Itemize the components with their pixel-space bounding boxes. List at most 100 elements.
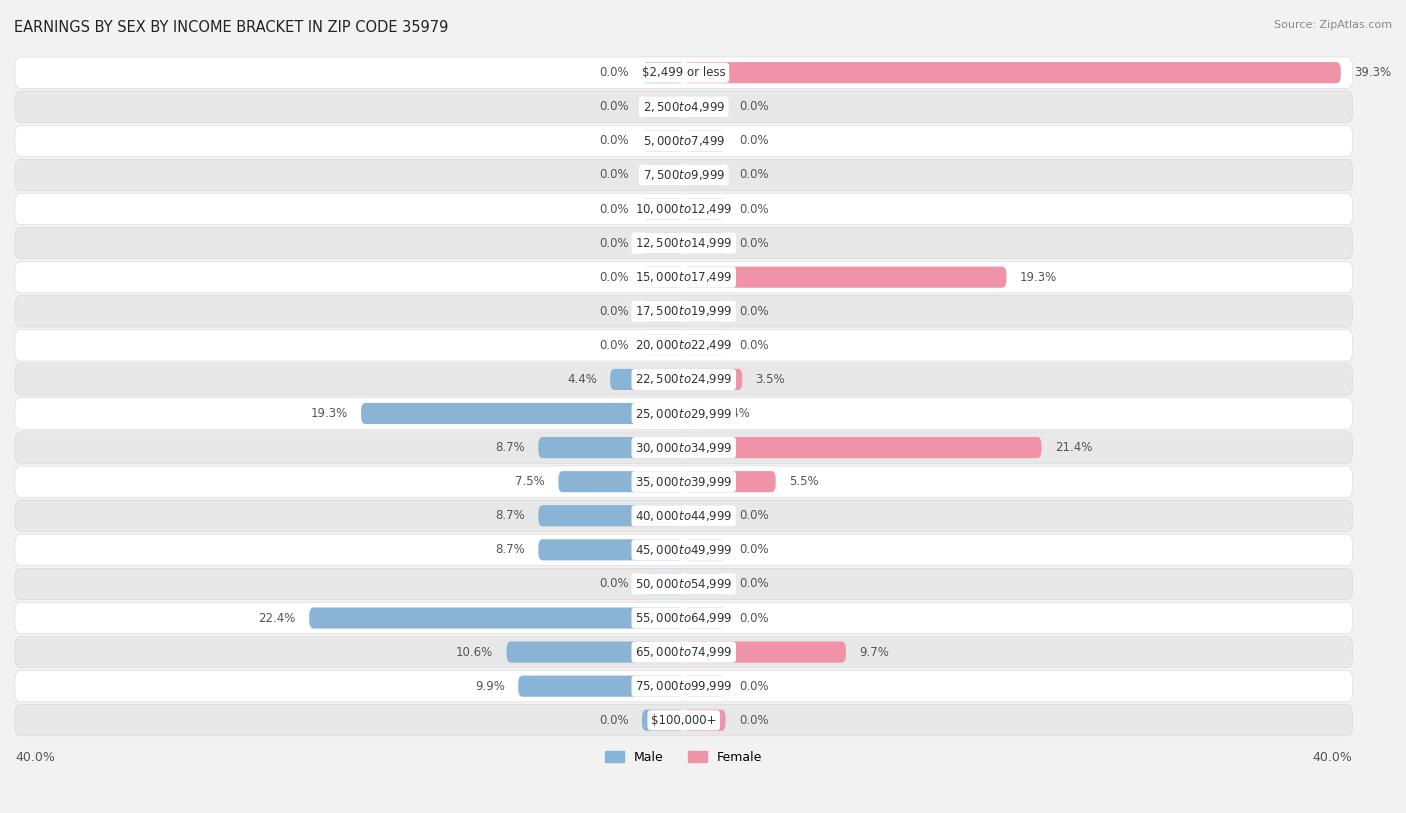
- FancyBboxPatch shape: [15, 466, 1353, 498]
- Text: 0.0%: 0.0%: [740, 543, 769, 556]
- FancyBboxPatch shape: [683, 267, 1007, 288]
- Text: 0.0%: 0.0%: [599, 168, 628, 181]
- Text: 21.4%: 21.4%: [1054, 441, 1092, 454]
- Text: 0.0%: 0.0%: [599, 66, 628, 79]
- FancyBboxPatch shape: [610, 369, 683, 390]
- Text: $55,000 to $64,999: $55,000 to $64,999: [636, 611, 733, 625]
- Text: 0.0%: 0.0%: [599, 271, 628, 284]
- Text: 0.0%: 0.0%: [740, 509, 769, 522]
- FancyBboxPatch shape: [15, 602, 1353, 633]
- FancyBboxPatch shape: [683, 539, 725, 560]
- Text: 0.0%: 0.0%: [740, 714, 769, 727]
- Text: 0.0%: 0.0%: [599, 100, 628, 113]
- FancyBboxPatch shape: [15, 262, 1353, 293]
- FancyBboxPatch shape: [683, 233, 725, 254]
- Text: 4.4%: 4.4%: [567, 373, 596, 386]
- Text: 0.0%: 0.0%: [599, 577, 628, 590]
- Text: EARNINGS BY SEX BY INCOME BRACKET IN ZIP CODE 35979: EARNINGS BY SEX BY INCOME BRACKET IN ZIP…: [14, 20, 449, 35]
- FancyBboxPatch shape: [643, 335, 683, 356]
- Text: $22,500 to $24,999: $22,500 to $24,999: [636, 372, 733, 386]
- Text: 8.7%: 8.7%: [495, 543, 524, 556]
- FancyBboxPatch shape: [683, 505, 725, 526]
- FancyBboxPatch shape: [15, 500, 1353, 532]
- FancyBboxPatch shape: [683, 369, 742, 390]
- Text: 0.0%: 0.0%: [599, 237, 628, 250]
- FancyBboxPatch shape: [683, 573, 725, 594]
- FancyBboxPatch shape: [15, 363, 1353, 395]
- FancyBboxPatch shape: [15, 159, 1353, 190]
- FancyBboxPatch shape: [361, 403, 683, 424]
- FancyBboxPatch shape: [683, 641, 846, 663]
- Text: 10.6%: 10.6%: [456, 646, 494, 659]
- FancyBboxPatch shape: [683, 198, 725, 220]
- Text: 8.7%: 8.7%: [495, 509, 524, 522]
- FancyBboxPatch shape: [15, 330, 1353, 361]
- Text: $10,000 to $12,499: $10,000 to $12,499: [636, 202, 733, 216]
- FancyBboxPatch shape: [15, 125, 1353, 157]
- FancyBboxPatch shape: [643, 164, 683, 185]
- Text: $20,000 to $22,499: $20,000 to $22,499: [636, 338, 733, 352]
- Text: Source: ZipAtlas.com: Source: ZipAtlas.com: [1274, 20, 1392, 30]
- FancyBboxPatch shape: [15, 671, 1353, 702]
- Text: 3.5%: 3.5%: [755, 373, 786, 386]
- Text: 9.7%: 9.7%: [859, 646, 889, 659]
- Text: 0.0%: 0.0%: [599, 305, 628, 318]
- FancyBboxPatch shape: [643, 96, 683, 117]
- FancyBboxPatch shape: [683, 437, 1042, 459]
- Text: $100,000+: $100,000+: [651, 714, 717, 727]
- FancyBboxPatch shape: [683, 403, 707, 424]
- Text: 5.5%: 5.5%: [789, 475, 818, 488]
- Text: $75,000 to $99,999: $75,000 to $99,999: [636, 679, 733, 693]
- FancyBboxPatch shape: [643, 301, 683, 322]
- Text: $2,500 to $4,999: $2,500 to $4,999: [643, 100, 725, 114]
- Text: 7.5%: 7.5%: [515, 475, 546, 488]
- Text: 0.0%: 0.0%: [599, 714, 628, 727]
- Text: 0.0%: 0.0%: [740, 339, 769, 352]
- Text: 0.0%: 0.0%: [740, 168, 769, 181]
- Text: $5,000 to $7,499: $5,000 to $7,499: [643, 134, 725, 148]
- Text: $17,500 to $19,999: $17,500 to $19,999: [636, 304, 733, 318]
- Text: 8.7%: 8.7%: [495, 441, 524, 454]
- FancyBboxPatch shape: [643, 573, 683, 594]
- Text: 40.0%: 40.0%: [15, 751, 55, 764]
- Legend: Male, Female: Male, Female: [600, 746, 768, 768]
- FancyBboxPatch shape: [643, 62, 683, 83]
- FancyBboxPatch shape: [683, 471, 776, 492]
- FancyBboxPatch shape: [683, 301, 725, 322]
- Text: $45,000 to $49,999: $45,000 to $49,999: [636, 543, 733, 557]
- FancyBboxPatch shape: [15, 57, 1353, 89]
- Text: 0.0%: 0.0%: [740, 134, 769, 147]
- Text: 0.0%: 0.0%: [740, 680, 769, 693]
- Text: $40,000 to $44,999: $40,000 to $44,999: [636, 509, 733, 523]
- FancyBboxPatch shape: [683, 62, 1341, 83]
- FancyBboxPatch shape: [538, 437, 683, 459]
- FancyBboxPatch shape: [15, 296, 1353, 327]
- FancyBboxPatch shape: [643, 710, 683, 731]
- Text: 0.0%: 0.0%: [740, 305, 769, 318]
- FancyBboxPatch shape: [309, 607, 683, 628]
- Text: 1.4%: 1.4%: [720, 407, 751, 420]
- FancyBboxPatch shape: [643, 130, 683, 151]
- FancyBboxPatch shape: [15, 398, 1353, 429]
- FancyBboxPatch shape: [15, 91, 1353, 123]
- Text: 0.0%: 0.0%: [740, 237, 769, 250]
- FancyBboxPatch shape: [538, 505, 683, 526]
- FancyBboxPatch shape: [683, 130, 725, 151]
- FancyBboxPatch shape: [506, 641, 683, 663]
- FancyBboxPatch shape: [15, 534, 1353, 566]
- Text: 40.0%: 40.0%: [1313, 751, 1353, 764]
- Text: 0.0%: 0.0%: [599, 202, 628, 215]
- FancyBboxPatch shape: [15, 432, 1353, 463]
- Text: $25,000 to $29,999: $25,000 to $29,999: [636, 406, 733, 420]
- Text: 19.3%: 19.3%: [1019, 271, 1057, 284]
- Text: $7,500 to $9,999: $7,500 to $9,999: [643, 168, 725, 182]
- Text: $30,000 to $34,999: $30,000 to $34,999: [636, 441, 733, 454]
- FancyBboxPatch shape: [683, 607, 725, 628]
- FancyBboxPatch shape: [15, 228, 1353, 259]
- FancyBboxPatch shape: [643, 267, 683, 288]
- FancyBboxPatch shape: [683, 335, 725, 356]
- FancyBboxPatch shape: [15, 637, 1353, 667]
- Text: $12,500 to $14,999: $12,500 to $14,999: [636, 236, 733, 250]
- Text: 0.0%: 0.0%: [740, 202, 769, 215]
- Text: $50,000 to $54,999: $50,000 to $54,999: [636, 577, 733, 591]
